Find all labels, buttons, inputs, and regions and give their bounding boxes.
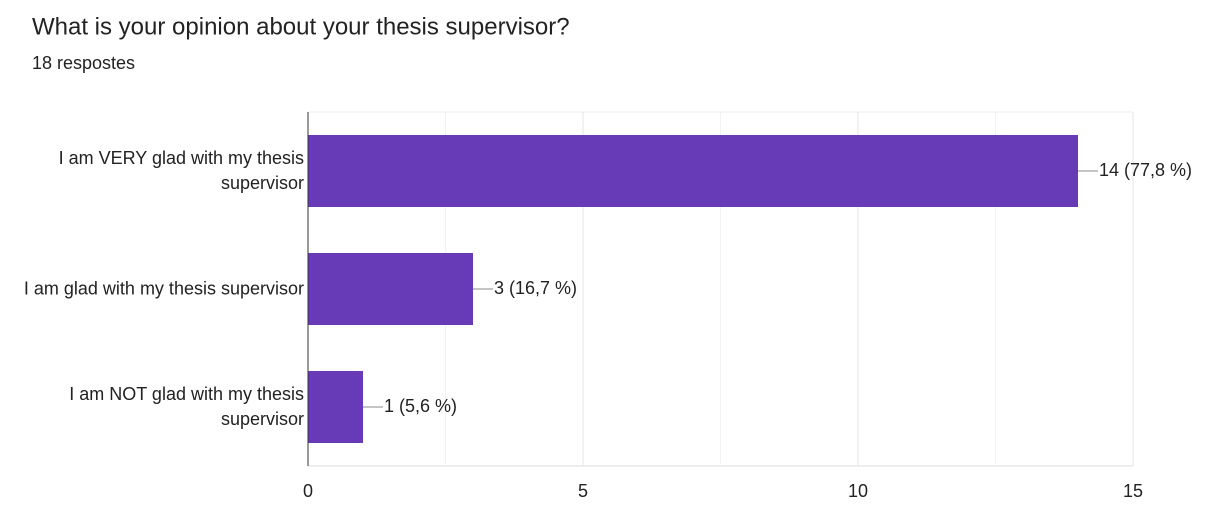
value-label: 1 (5,6 %) xyxy=(384,396,457,416)
bar xyxy=(308,253,473,325)
y-tick-label: I am glad with my thesis supervisor xyxy=(23,278,304,299)
x-tick-label: 15 xyxy=(1123,481,1143,501)
chart-subtitle: 18 respostes xyxy=(32,53,135,73)
value-label: 3 (16,7 %) xyxy=(494,278,577,298)
bar xyxy=(308,371,363,443)
value-label: 14 (77,8 %) xyxy=(1099,160,1192,180)
x-tick-label: 0 xyxy=(303,481,313,501)
x-tick-label: 5 xyxy=(578,481,588,501)
y-tick-label: I am NOT glad with my thesis supervisor xyxy=(69,384,304,429)
bar xyxy=(308,135,1078,207)
y-tick-label: I am VERY glad with my thesis supervisor xyxy=(58,148,304,193)
x-tick-label: 10 xyxy=(848,481,868,501)
chart-title: What is your opinion about your thesis s… xyxy=(32,13,570,40)
